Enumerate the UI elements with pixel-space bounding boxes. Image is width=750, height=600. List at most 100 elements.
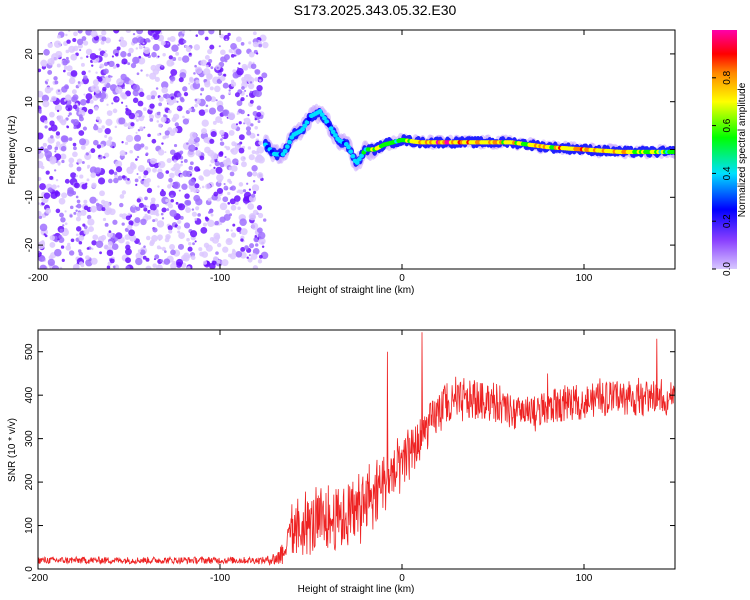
noise-speckle — [78, 240, 83, 245]
noise-speckle — [248, 188, 251, 191]
noise-speckle — [210, 213, 214, 217]
noise-speckle — [251, 193, 256, 198]
noise-speckle — [201, 119, 209, 127]
spectrogram-y-tick-label: 20 — [24, 48, 35, 60]
noise-speckle — [236, 100, 243, 107]
noise-speckle — [164, 151, 167, 154]
noise-speckle — [248, 213, 257, 221]
noise-speckle — [111, 55, 115, 58]
noise-speckle — [64, 178, 70, 184]
noise-speckle — [73, 211, 77, 215]
noise-speckle — [79, 138, 87, 146]
noise-speckle — [152, 263, 157, 268]
noise-speckle — [191, 208, 195, 211]
noise-speckle — [252, 180, 256, 183]
noise-speckle — [121, 190, 127, 195]
noise-speckle — [246, 130, 252, 136]
noise-speckle — [134, 134, 142, 142]
noise-speckle — [168, 229, 173, 234]
noise-speckle — [126, 166, 134, 175]
noise-speckle — [258, 237, 266, 245]
noise-speckle — [70, 238, 75, 243]
noise-speckle — [136, 155, 140, 159]
noise-speckle — [186, 266, 191, 269]
noise-speckle — [76, 203, 82, 209]
noise-speckle — [262, 41, 269, 49]
noise-speckle — [135, 131, 138, 134]
spectrogram-y-tick-label: 0 — [24, 146, 35, 152]
noise-speckle — [61, 159, 65, 164]
noise-speckle — [135, 47, 138, 50]
noise-speckle — [151, 138, 157, 144]
noise-speckle — [42, 64, 46, 67]
noise-speckle — [219, 151, 224, 156]
noise-speckle — [132, 37, 139, 44]
noise-speckle — [44, 125, 48, 129]
spectrogram-y-tick-label: 10 — [24, 96, 35, 108]
noise-speckle — [38, 250, 41, 254]
noise-speckle — [72, 263, 80, 269]
noise-speckle — [72, 37, 77, 43]
ridge-core — [322, 115, 327, 121]
noise-speckle — [134, 178, 139, 183]
noise-speckle — [256, 227, 263, 234]
noise-speckle — [49, 156, 57, 164]
noise-speckle — [41, 94, 50, 102]
noise-speckle — [137, 249, 142, 253]
noise-speckle — [170, 194, 174, 199]
noise-speckle — [55, 141, 61, 146]
noise-speckle — [236, 112, 239, 115]
noise-speckle — [85, 152, 89, 156]
noise-speckle — [219, 202, 228, 211]
noise-speckle — [39, 264, 47, 269]
ridge-core — [328, 126, 334, 131]
noise-speckle — [75, 195, 79, 199]
noise-speckle — [50, 87, 54, 91]
noise-speckle — [54, 169, 57, 172]
noise-speckle — [92, 234, 99, 241]
noise-speckle — [132, 84, 140, 92]
noise-speckle — [96, 144, 102, 149]
noise-speckle — [105, 118, 113, 126]
noise-speckle — [143, 245, 146, 248]
noise-speckle — [223, 34, 230, 42]
noise-speckle — [88, 226, 94, 233]
noise-speckle — [86, 247, 90, 250]
noise-speckle — [90, 257, 98, 265]
noise-speckle — [216, 259, 221, 264]
noise-speckle — [229, 171, 235, 177]
noise-speckle — [185, 207, 191, 213]
noise-speckle — [145, 73, 149, 77]
noise-speckle — [70, 172, 77, 179]
noise-speckle — [182, 115, 185, 119]
noise-speckle — [55, 178, 59, 182]
noise-speckle — [193, 72, 196, 75]
noise-speckle — [256, 133, 260, 137]
spectrogram-ridge-layer — [262, 103, 675, 172]
noise-speckle — [124, 141, 129, 146]
noise-speckle — [234, 92, 240, 98]
noise-speckle — [167, 109, 172, 114]
noise-speckle — [50, 135, 54, 139]
noise-speckle — [249, 81, 253, 84]
noise-speckle — [209, 138, 215, 144]
noise-speckle — [222, 82, 229, 89]
noise-speckle — [230, 232, 237, 238]
noise-speckle — [58, 234, 63, 240]
noise-speckle — [103, 68, 109, 75]
noise-speckle — [43, 192, 51, 199]
noise-speckle — [113, 174, 118, 179]
noise-speckle — [249, 99, 254, 104]
noise-speckle — [187, 246, 193, 252]
ridge-core — [330, 129, 336, 135]
noise-speckle — [46, 78, 50, 82]
noise-speckle — [209, 168, 216, 175]
noise-speckle — [238, 182, 244, 187]
noise-speckle — [134, 217, 141, 224]
noise-speckle — [167, 225, 173, 231]
noise-speckle — [112, 265, 116, 269]
noise-speckle — [44, 86, 52, 94]
noise-speckle — [150, 64, 157, 71]
noise-speckle — [170, 168, 173, 171]
noise-speckle — [183, 222, 191, 229]
